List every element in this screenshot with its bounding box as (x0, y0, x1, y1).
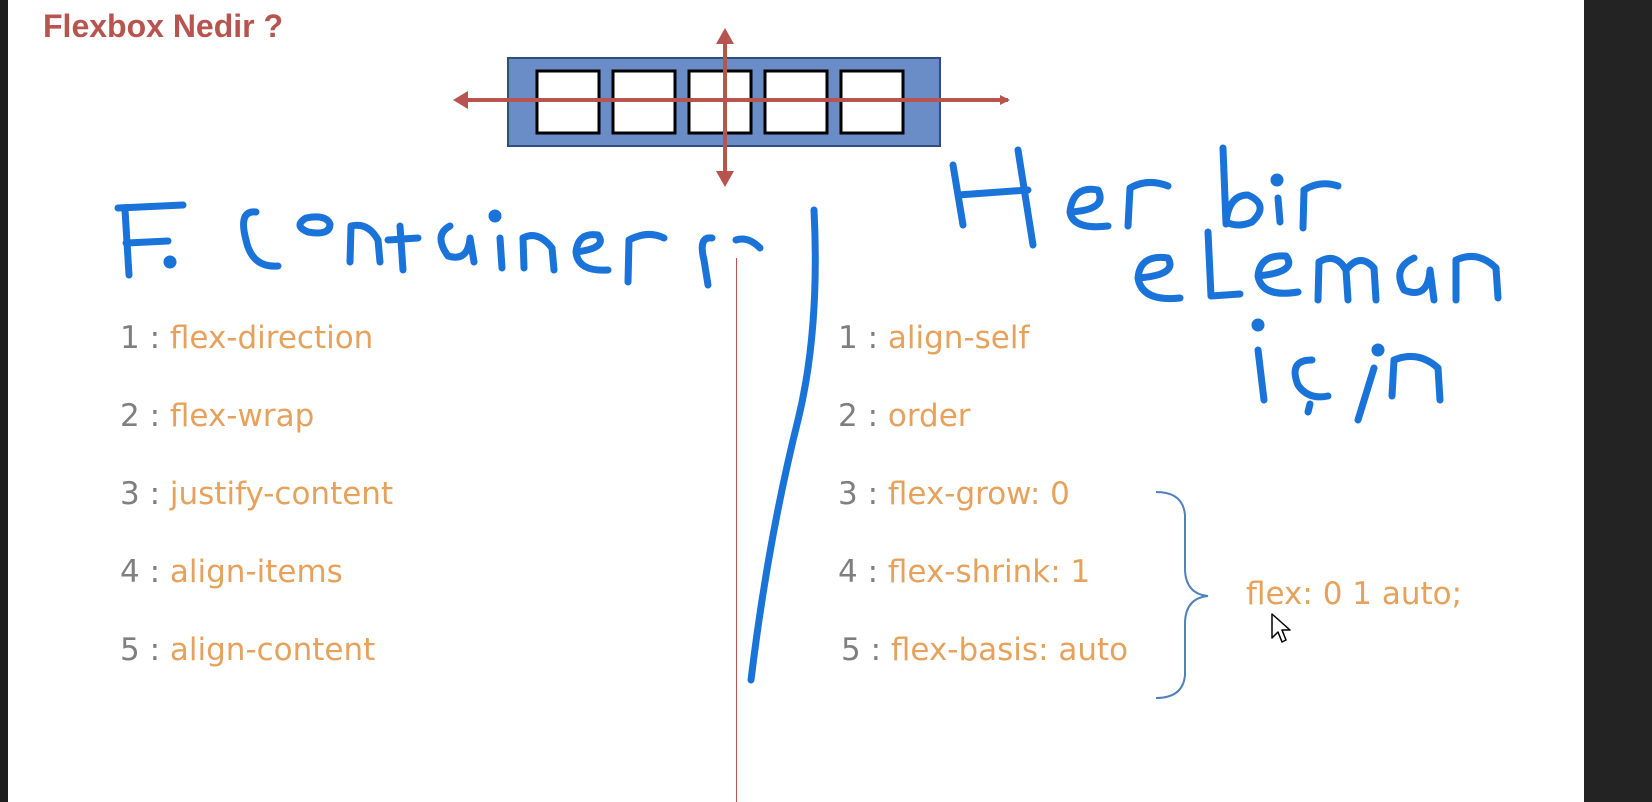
slide-title: Flexbox Nedir ? (43, 8, 284, 44)
list-item: 1 : flex-direction (120, 320, 374, 356)
flex-shorthand: flex: 0 1 auto; (1246, 576, 1463, 612)
list-item: 4 : flex-shrink: 1 (838, 554, 1091, 590)
list-item: 2 : order (838, 398, 971, 434)
list-item: 5 : flex-basis: auto (841, 632, 1129, 668)
list-item: 3 : flex-grow: 0 (838, 476, 1070, 512)
column-divider (736, 258, 737, 802)
mouse-pointer-icon (1271, 613, 1291, 643)
window-edge (1584, 0, 1652, 802)
slide: Flexbox Nedir ? 1 : flex-direction 2 : f… (8, 0, 1584, 802)
list-item: 2 : flex-wrap (120, 398, 315, 434)
list-item: 5 : align-content (120, 632, 376, 668)
flex-container-diagram (453, 28, 1010, 187)
list-item: 4 : align-items (120, 554, 343, 590)
list-item: 1 : align-self (838, 320, 1030, 356)
list-item: 3 : justify-content (120, 476, 394, 512)
